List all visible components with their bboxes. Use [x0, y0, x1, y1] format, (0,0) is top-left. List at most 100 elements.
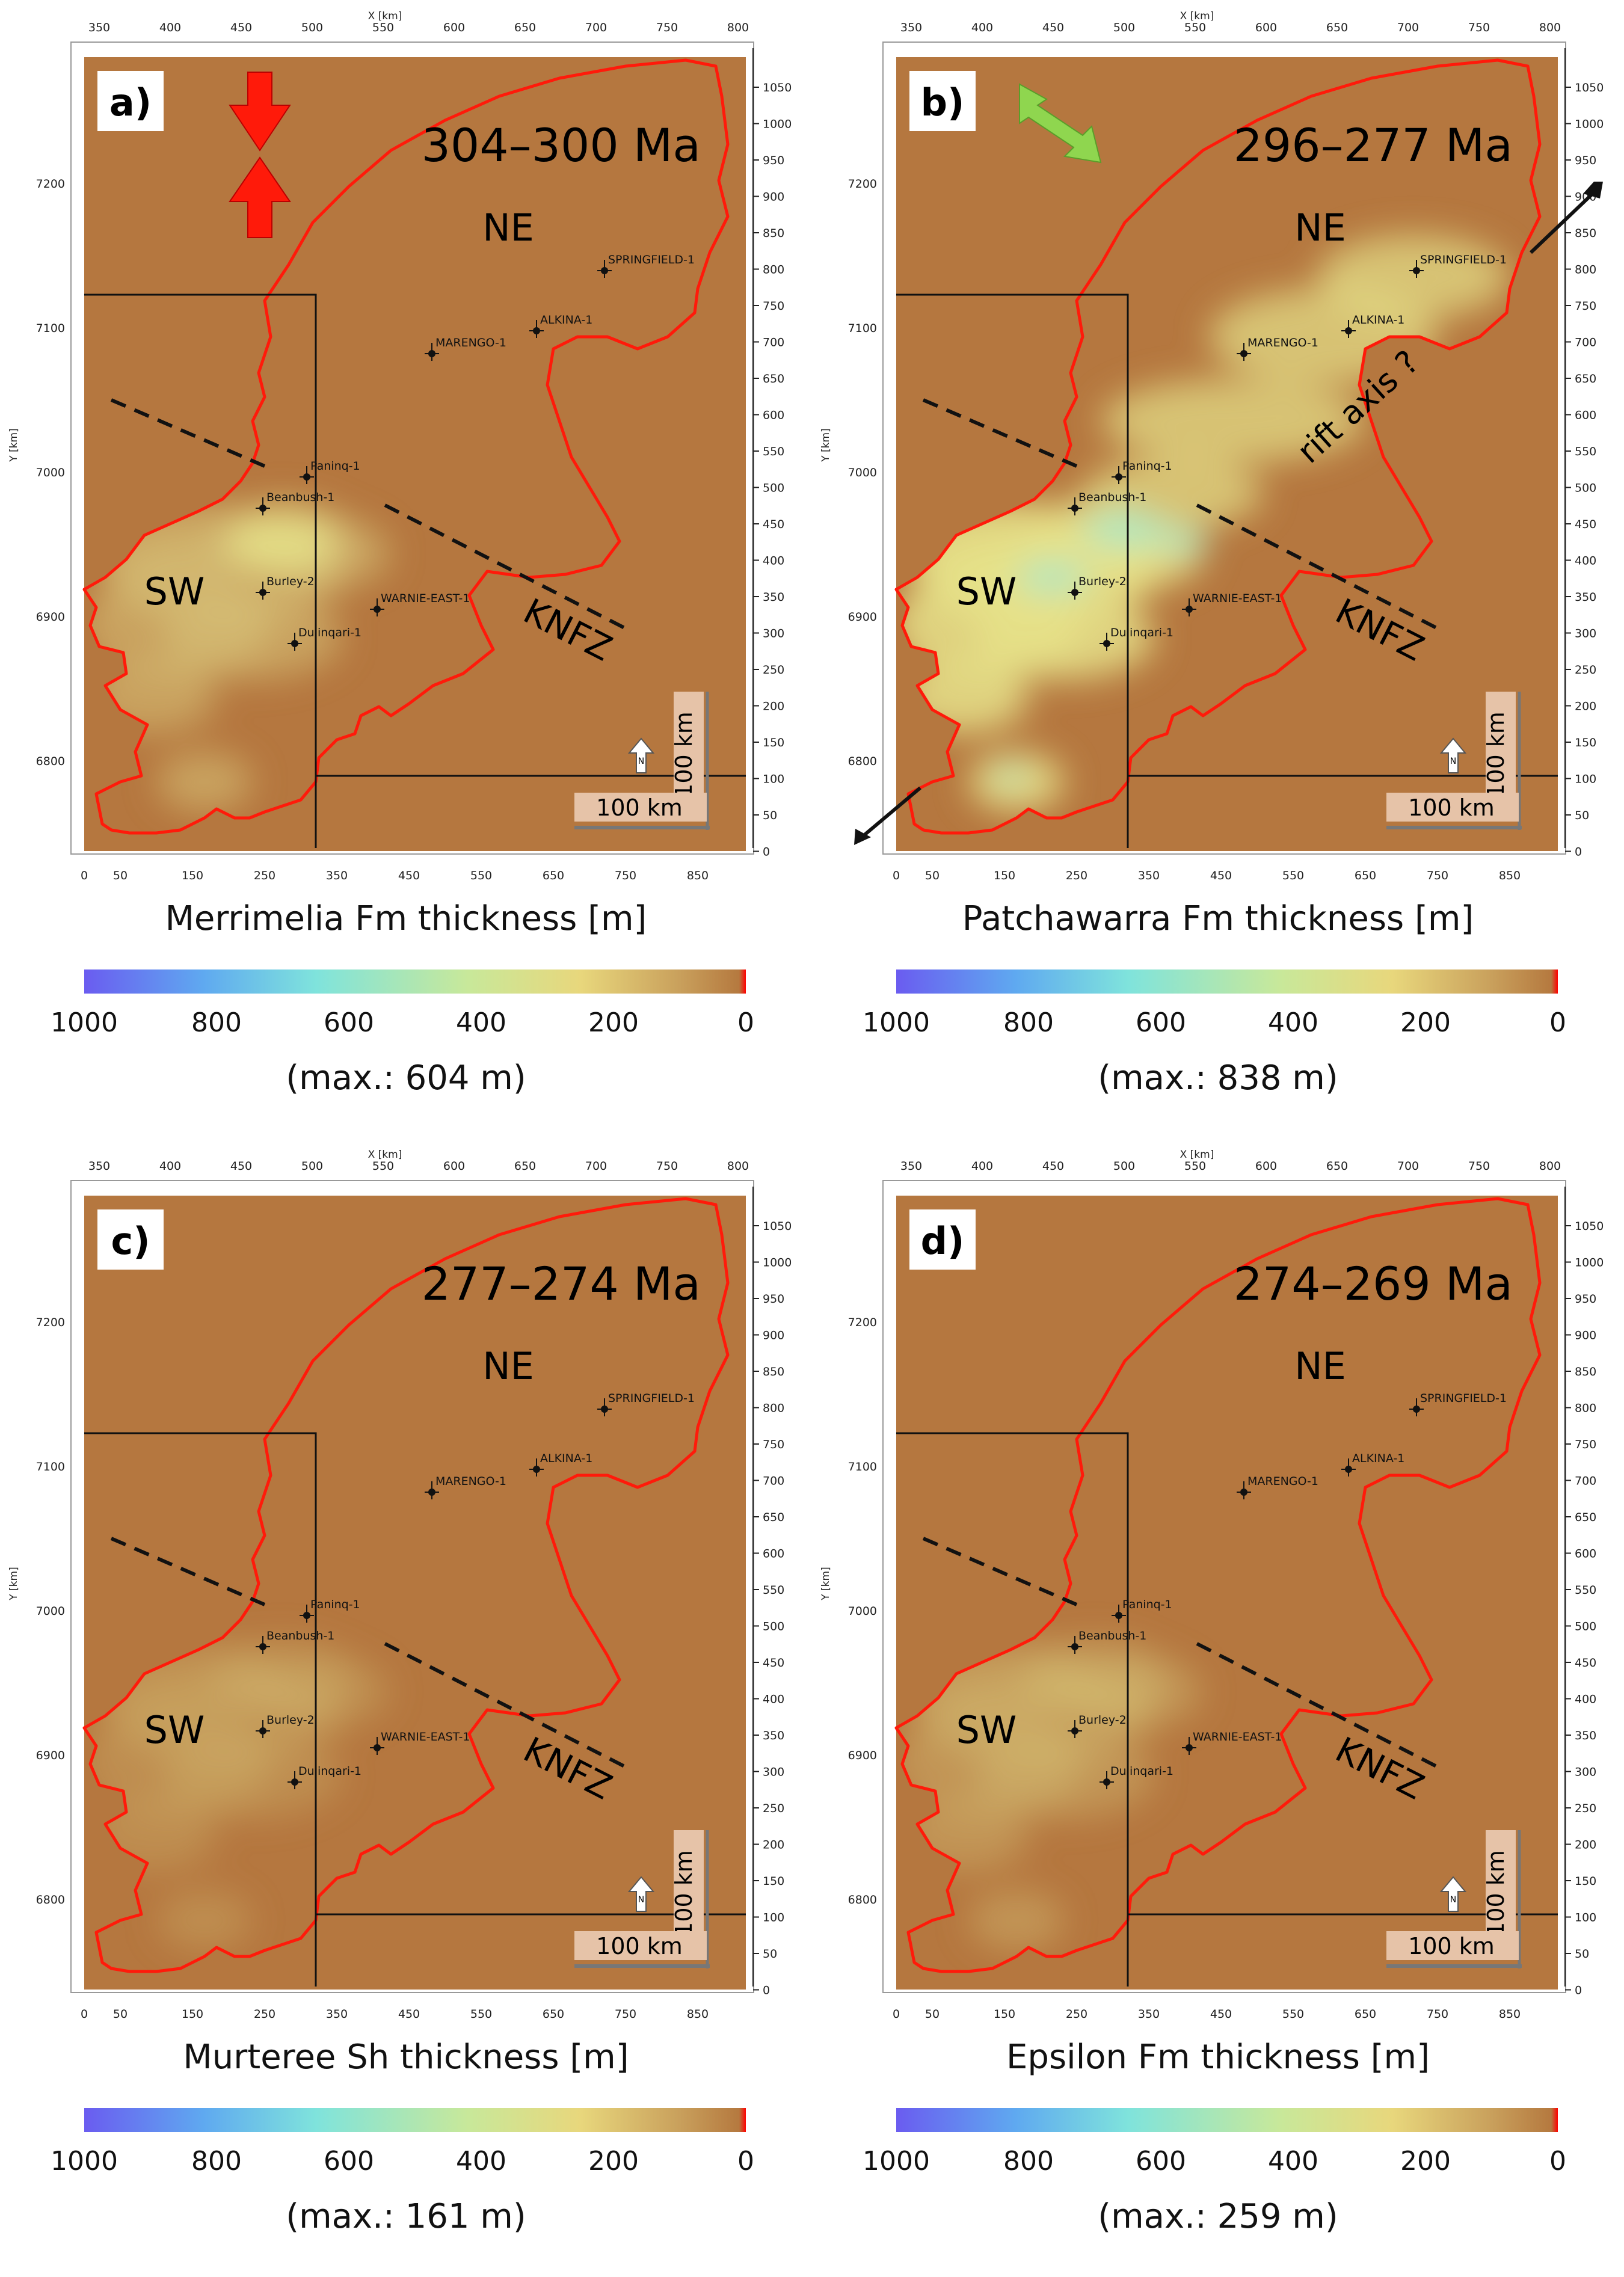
x-bottom-tick: 850 — [1499, 2008, 1521, 2021]
x-top-tick: 500 — [301, 21, 323, 34]
fault-line — [384, 503, 633, 633]
x-bottom-tick: 0 — [893, 869, 900, 882]
y-right-tick: 1050 — [763, 81, 792, 94]
x-top-tick: 500 — [301, 1160, 323, 1173]
y-right-tick: 550 — [763, 1584, 784, 1597]
x-top-tick: 550 — [1184, 21, 1206, 34]
colorbar-tick: 200 — [588, 2146, 639, 2177]
well-marker — [259, 1727, 266, 1735]
map-caption: Murteree Sh thickness [m] — [183, 2038, 629, 2077]
y-right-tick: 150 — [763, 736, 784, 749]
y-left-tick: 7100 — [848, 1460, 877, 1473]
well-label: Burley-2 — [1078, 575, 1127, 588]
well-marker — [1071, 1643, 1078, 1650]
well-label: Paninq-1 — [1122, 1598, 1172, 1611]
y-right-tick: 700 — [1575, 336, 1596, 349]
well-label: Burley-2 — [266, 575, 315, 588]
x-top-tick: 400 — [971, 1160, 993, 1173]
north-arrow — [1439, 737, 1467, 773]
x-top-tick: 800 — [1539, 21, 1561, 34]
y-left-tick: 7000 — [36, 466, 65, 479]
horizontal-scale-label: 100 km — [596, 1933, 683, 1959]
y-right-tick: 650 — [1575, 1511, 1596, 1524]
y-right-tick: 800 — [763, 1402, 784, 1415]
north-arrow — [627, 1876, 655, 1912]
well-label: WARNIE-EAST-1 — [381, 1730, 470, 1744]
north-arrow — [1439, 1876, 1467, 1912]
y-right-tick: 900 — [763, 191, 784, 204]
y-right-tick: 750 — [763, 300, 784, 313]
well-label: Dulinqari-1 — [298, 1765, 361, 1778]
well-label: Paninq-1 — [310, 1598, 360, 1611]
x-bottom-tick: 750 — [1427, 869, 1448, 882]
max-thickness-label: (max.: 604 m) — [286, 1059, 526, 1098]
colorbar-tick: 600 — [324, 2146, 374, 2177]
x-top-tick: 450 — [1042, 1160, 1064, 1173]
y-right-tick: 500 — [763, 1620, 784, 1633]
block-boundary — [84, 293, 317, 848]
x-bottom-tick: 450 — [398, 869, 420, 882]
x-bottom-tick: 550 — [470, 869, 492, 882]
x-top-tick: 650 — [1326, 1160, 1348, 1173]
panel-letter-box — [909, 1209, 976, 1270]
y-axis-title: Y [km] — [820, 428, 832, 462]
y-right-tick: 550 — [1575, 1584, 1596, 1597]
x-bottom-tick: 850 — [687, 869, 709, 882]
y-right-tick: 200 — [1575, 1839, 1596, 1852]
well-marker — [1186, 1744, 1193, 1751]
basin-outline — [82, 58, 730, 835]
basin-outline — [82, 1197, 730, 1973]
y-right-tick: 450 — [763, 518, 784, 531]
vertical-scale-label: 100 km — [671, 1850, 697, 1937]
region-label-ne: NE — [482, 1344, 534, 1388]
x-axis-title: X [km] — [1180, 1149, 1214, 1161]
max-thickness-label: (max.: 161 m) — [286, 2197, 526, 2236]
y-left-tick: 7100 — [848, 322, 877, 335]
x-bottom-tick: 0 — [81, 869, 88, 882]
compression-arrow — [229, 72, 291, 152]
north-label: N — [1450, 757, 1456, 766]
fault-line — [110, 398, 266, 468]
colorbar-tick: 200 — [1400, 1007, 1451, 1038]
x-top-tick: 650 — [514, 21, 536, 34]
colorbar — [84, 969, 746, 994]
north-arrow — [627, 737, 655, 773]
y-left-tick: 6800 — [36, 1893, 65, 1907]
colorbar-tick: 400 — [1268, 1007, 1318, 1038]
well-label: ALKINA-1 — [540, 1452, 592, 1465]
well-label: Beanbush-1 — [1078, 1629, 1146, 1642]
x-bottom-tick: 650 — [1355, 869, 1376, 882]
x-bottom-tick: 0 — [81, 2008, 88, 2021]
well-marker — [259, 589, 266, 596]
y-right-tick: 900 — [1575, 1329, 1596, 1342]
colorbar-tick: 400 — [1268, 2146, 1318, 2177]
y-right-tick: 850 — [763, 1365, 784, 1378]
x-top-tick: 800 — [727, 21, 749, 34]
map-caption: Epsilon Fm thickness [m] — [1006, 2038, 1430, 2077]
well-label: Burley-2 — [266, 1713, 315, 1727]
y-left-tick: 7000 — [848, 1605, 877, 1618]
y-left-tick: 6800 — [848, 1893, 877, 1907]
y-right-tick: 400 — [763, 555, 784, 568]
x-bottom-tick: 650 — [543, 869, 564, 882]
well-marker — [601, 1406, 608, 1413]
well-marker — [374, 1744, 381, 1751]
vertical-scale-label: 100 km — [671, 711, 697, 798]
well-label: Paninq-1 — [1122, 459, 1172, 473]
colorbar — [896, 969, 1558, 994]
x-bottom-tick: 150 — [182, 2008, 203, 2021]
x-bottom-tick: 50 — [925, 869, 940, 882]
fault-line — [1196, 1642, 1445, 1772]
map-panel-c: 350 400 450 500 550 600 650 700 750 800 X [km] 0 50 1… — [0, 1138, 812, 2277]
colorbar-tick: 200 — [1400, 2146, 1451, 2177]
region-label-ne: NE — [482, 206, 534, 250]
extension-arrow — [1019, 83, 1102, 164]
x-top-tick: 750 — [656, 1160, 678, 1173]
x-top-tick: 400 — [159, 1160, 181, 1173]
colorbar-tick: 0 — [737, 2146, 754, 2177]
x-top-tick: 550 — [372, 1160, 394, 1173]
y-right-tick: 700 — [763, 336, 784, 349]
panel-letter: b) — [921, 81, 965, 124]
colorbar-tick: 600 — [1136, 2146, 1186, 2177]
y-right-tick: 100 — [763, 1911, 784, 1925]
